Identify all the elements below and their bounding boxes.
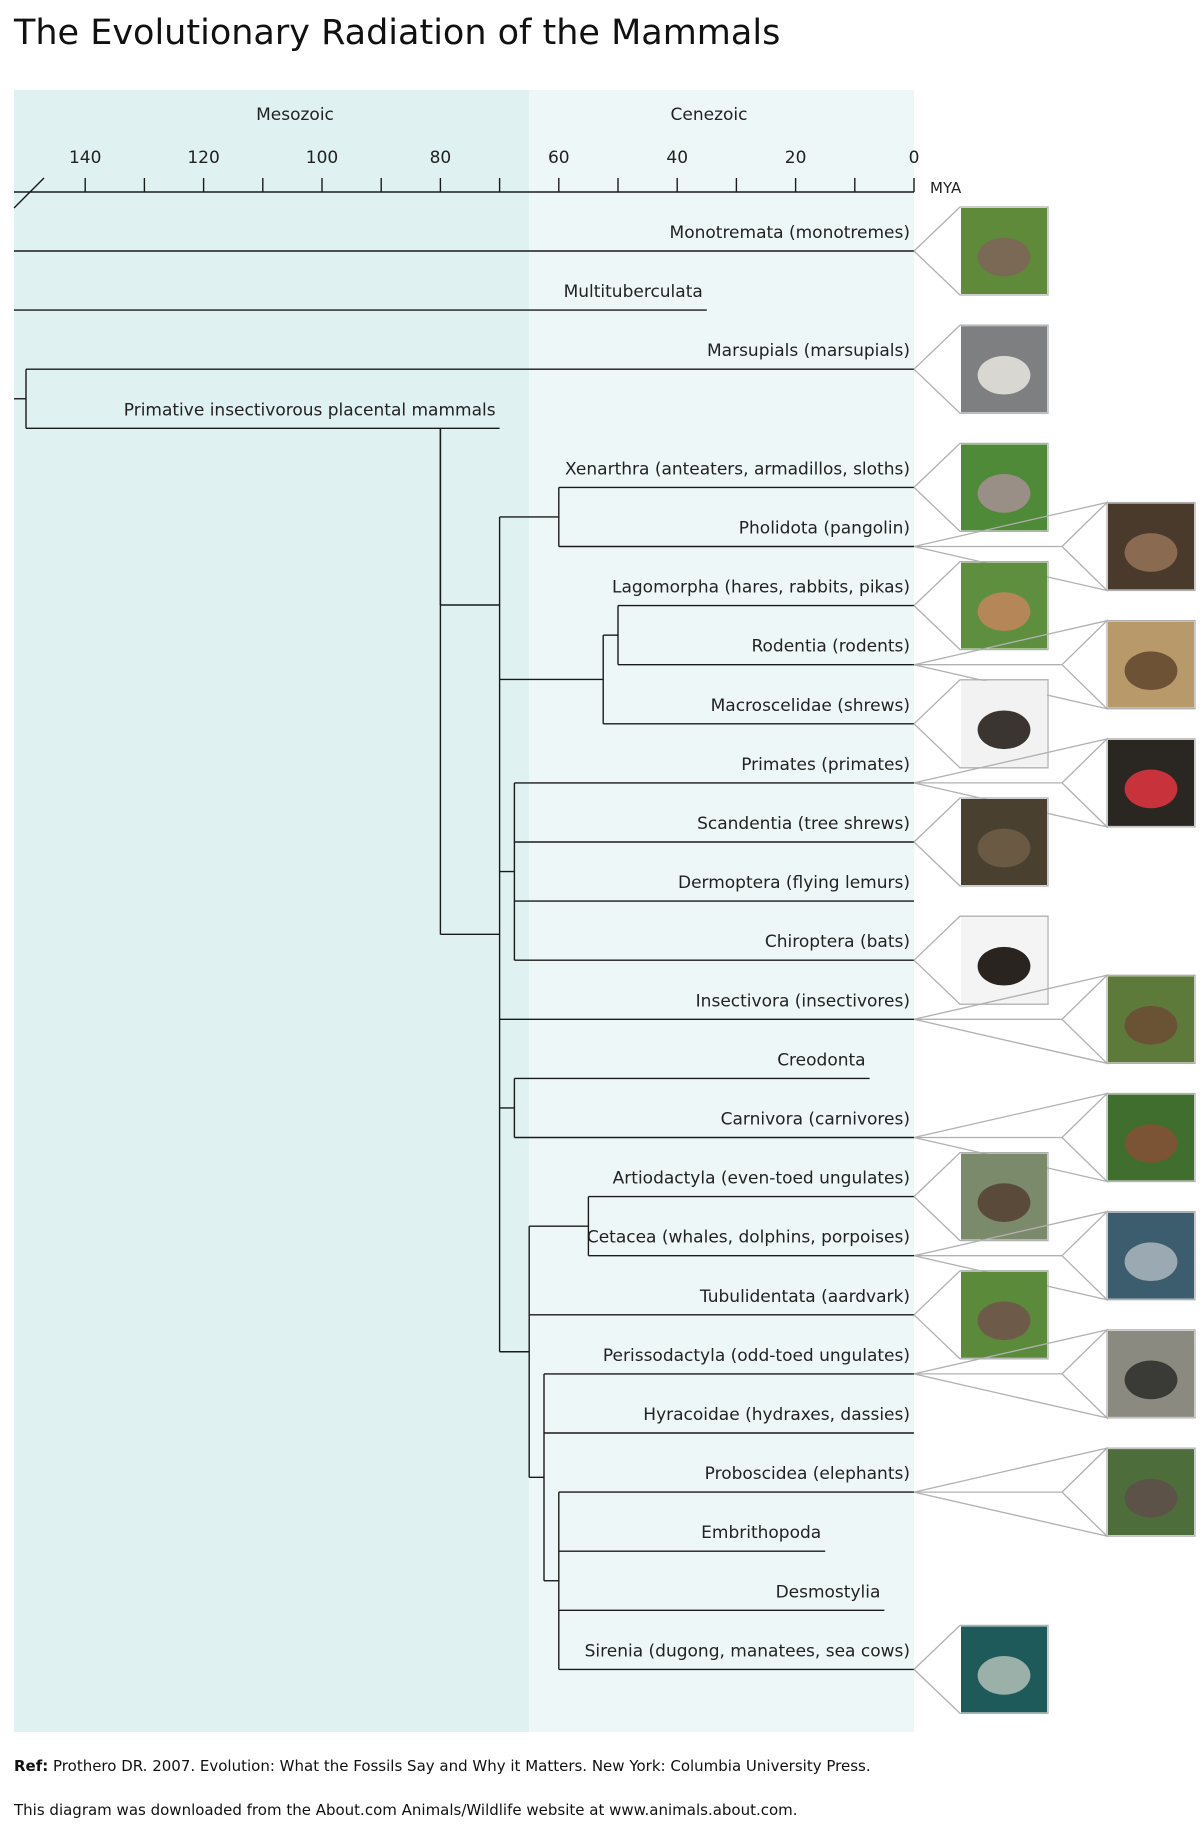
era-label-mesozoic: Mesozoic [256, 105, 334, 125]
taxon-label: Artiodactyla (even-toed ungulates) [613, 1169, 910, 1189]
taxon-label: Proboscidea (elephants) [705, 1464, 910, 1484]
taxon-label: Scandentia (tree shrews) [697, 814, 910, 834]
phylogenetic-tree: Monotremata (monotremes) Multituberculata… [14, 223, 914, 1671]
photo-thumbnails [913, 206, 1196, 1715]
bat-silhouette-icon [977, 946, 1031, 986]
dolphin-silhouette-icon [1124, 1242, 1178, 1282]
axis-tick-label: 60 [548, 148, 570, 168]
mandrill-silhouette-icon [1124, 769, 1178, 809]
taxon-label: Chiroptera (bats) [765, 932, 910, 952]
axis-tick-label: 20 [785, 148, 807, 168]
photo-callout [913, 1151, 1049, 1242]
photo-callout [913, 1624, 1049, 1715]
photo-callout [1061, 973, 1108, 1065]
taxon-label: Embrithopoda [701, 1523, 821, 1543]
taxon-label: Pholidota (pangolin) [739, 519, 910, 539]
taxon-label: Rodentia (rodents) [751, 637, 910, 657]
mouse-silhouette-icon [1124, 651, 1178, 691]
elephant-silhouette-icon [1124, 1478, 1178, 1518]
photo-callout [1061, 737, 1108, 829]
shrew-silhouette-icon [977, 710, 1031, 750]
taxon-label: Creodonta [777, 1050, 865, 1070]
rhinoceros-silhouette-icon [1124, 1360, 1178, 1400]
taxon-label: Xenarthra (anteaters, armadillos, sloths… [565, 459, 910, 479]
tree-shrew-silhouette-icon [977, 828, 1031, 868]
echidna-silhouette-icon [977, 237, 1031, 277]
axis-unit-label: MYA [930, 179, 962, 197]
diagram-title: The Evolutionary Radiation of the Mammal… [13, 13, 780, 53]
aardvark-silhouette-icon [977, 1301, 1031, 1341]
photo-callout [1061, 1446, 1108, 1538]
photo-callout [913, 974, 1196, 1064]
photo-callout [1061, 1328, 1108, 1420]
reference-line: Ref: Prothero DR. 2007. Evolution: What … [14, 1757, 871, 1775]
axis-tick-label: 40 [666, 148, 688, 168]
koala-silhouette-icon [977, 355, 1031, 395]
photo-callout [913, 501, 1196, 592]
cenozoic-background [529, 90, 914, 1732]
taxon-label: Lagomorpha (hares, rabbits, pikas) [612, 578, 910, 598]
photo-callout [913, 1270, 1049, 1360]
taxon-label: Multituberculata [564, 282, 703, 302]
manatee-silhouette-icon [977, 1656, 1031, 1695]
photo-callout [913, 1447, 1196, 1537]
taxon-label: Insectivora (insectivores) [696, 991, 910, 1011]
photo-callout [913, 915, 1049, 1005]
taxon-label: Sirenia (dugong, manatees, sea cows) [585, 1641, 910, 1661]
photo-callout [913, 797, 1049, 887]
photo-callout [913, 620, 1196, 710]
photo-callout [913, 324, 1049, 414]
armadillo-silhouette-icon [977, 474, 1031, 513]
rabbit-silhouette-icon [977, 592, 1031, 631]
axis-tick-label: 140 [69, 148, 101, 168]
taxon-label: Monotremata (monotremes) [670, 223, 910, 243]
taxon-label: Tubulidentata (aardvark) [699, 1287, 910, 1307]
axis-tick-label: 100 [306, 148, 338, 168]
photo-callout [913, 442, 1049, 533]
taxon-label: Carnivora (carnivores) [721, 1110, 910, 1130]
taxon-label: Primative insectivorous placental mammal… [124, 400, 496, 420]
photo-callout [913, 1329, 1196, 1419]
axis-tick-label: 0 [909, 148, 920, 168]
hedgehog-silhouette-icon [1124, 1005, 1178, 1045]
axis-tick-label: 120 [187, 148, 219, 168]
source-line: This diagram was downloaded from the Abo… [14, 1801, 798, 1819]
bear-silhouette-icon [1124, 1124, 1178, 1163]
photo-callout [913, 738, 1196, 828]
taxon-label: Perissodactyla (odd-toed ungulates) [603, 1346, 910, 1366]
taxon-label: Primates (primates) [741, 755, 910, 775]
taxon-label: Dermoptera (flying lemurs) [678, 873, 910, 893]
taxon-label: Desmostylia [776, 1582, 881, 1602]
taxon-label: Macroscelidae (shrews) [711, 696, 910, 716]
photo-callout [913, 679, 1049, 769]
photo-callout [913, 206, 1049, 296]
axis-break-mark [13, 177, 45, 209]
taxon-label: Hyracoidae (hydraxes, dassies) [643, 1405, 910, 1425]
photo-callout [1061, 619, 1108, 711]
photo-callout [1061, 1210, 1108, 1302]
reference-label: Ref: [14, 1757, 49, 1775]
era-label-cenozoic: Cenezoic [671, 105, 748, 125]
photo-callout [1061, 500, 1108, 593]
photo-callout [913, 1211, 1196, 1301]
taxon-label: Cetacea (whales, dolphins, porpoises) [587, 1228, 910, 1248]
taxon-label: Marsupials (marsupials) [707, 341, 910, 361]
pangolin-silhouette-icon [1124, 533, 1178, 572]
photo-callout [1061, 1091, 1108, 1184]
deer-silhouette-icon [977, 1183, 1031, 1222]
photo-callout [913, 560, 1049, 651]
axis-tick-label: 80 [430, 148, 452, 168]
time-axis: 140 120 100 80 60 40 20 0 MYA [13, 148, 962, 209]
mesozoic-background [14, 90, 530, 1732]
reference-text: Prothero DR. 2007. Evolution: What the F… [48, 1757, 871, 1775]
photo-callout [913, 1092, 1196, 1183]
